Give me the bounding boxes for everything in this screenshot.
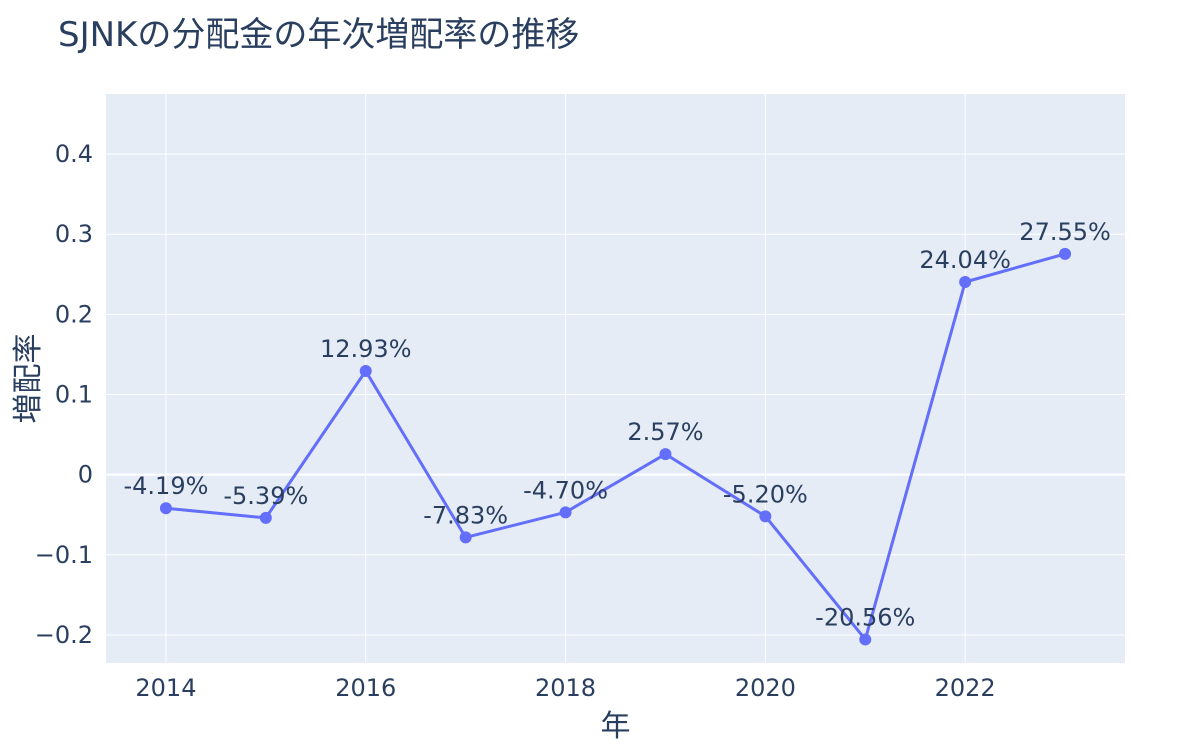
x-tick-label: 2016 [335,674,396,702]
data-point [859,633,872,646]
series-points [159,247,1072,646]
x-gridlines [165,94,966,663]
data-point [659,448,672,461]
data-label: 2.57% [627,418,703,446]
data-labels: -4.19% -5.39% 12.93% -7.83% -4.70% 2.57% -5.20… [123,218,1110,632]
chart-title: SJNKの分配金の年次増配率の推移 [58,15,579,55]
y-tick-label: −0.1 [35,541,93,569]
data-label: -5.20% [723,480,808,508]
data-label: -4.70% [523,476,608,504]
data-point [1059,247,1072,260]
series-line [165,252,1066,641]
data-label: -4.19% [123,472,208,500]
data-point [159,502,172,515]
y-gridlines [106,153,1125,636]
y-tick-label: −0.2 [35,621,93,649]
y-tick-label: 0.1 [55,381,93,409]
data-label: 24.04% [919,246,1011,274]
y-axis-title: 増配率 [11,334,46,424]
x-tick-label: 2022 [935,674,996,702]
data-point [359,365,372,378]
x-axis-title: 年 [601,709,631,744]
data-point [459,531,472,544]
data-point [959,276,972,289]
data-point [759,510,772,523]
data-label: 12.93% [320,335,412,363]
data-label: -20.56% [815,603,915,631]
data-point [259,511,272,524]
y-axis-ticks: 0.4 0.3 0.2 0.1 0 −0.1 −0.2 [35,140,93,649]
data-label: -7.83% [423,501,508,529]
x-tick-label: 2020 [735,674,796,702]
y-tick-label: 0 [78,461,93,489]
x-axis-ticks: 2014 2016 2018 2020 2022 [135,674,995,702]
x-tick-label: 2018 [535,674,596,702]
y-tick-label: 0.2 [55,300,93,328]
plot-area [106,94,1125,663]
data-label: 27.55% [1019,218,1111,246]
y-tick-label: 0.3 [55,220,93,248]
data-point [559,506,572,519]
data-label: -5.39% [223,482,308,510]
y-tick-label: 0.4 [55,140,93,168]
x-tick-label: 2014 [135,674,196,702]
